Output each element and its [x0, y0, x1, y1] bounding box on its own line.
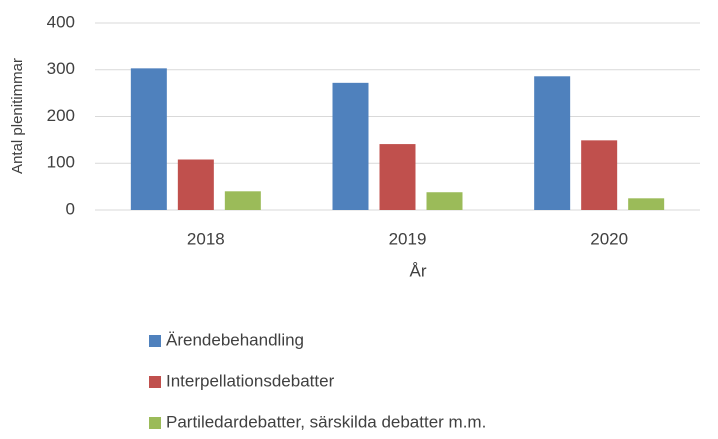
legend-label: Partiledardebatter, särskilda debatter m…: [166, 412, 486, 431]
x-axis-label: År: [410, 261, 427, 280]
legend-swatch: [149, 376, 161, 388]
legend-swatch: [149, 335, 161, 347]
x-tick-label: 2019: [389, 229, 427, 248]
legend-label: Interpellationsdebatter: [166, 371, 335, 390]
bar: [426, 192, 463, 210]
bar: [177, 159, 214, 210]
bar: [534, 76, 571, 210]
bar: [332, 82, 369, 210]
x-tick-label: 2020: [590, 229, 628, 248]
bar: [581, 140, 618, 210]
y-tick-label: 200: [47, 106, 75, 125]
bar: [628, 198, 665, 210]
y-tick-label: 400: [47, 12, 75, 31]
y-axis-label: Antal plenitimmar: [9, 58, 26, 174]
y-tick-label: 300: [47, 59, 75, 78]
y-tick-label: 100: [47, 153, 75, 172]
legend-label: Ärendebehandling: [166, 330, 304, 349]
bar: [224, 191, 261, 210]
bar: [130, 68, 167, 210]
bar: [379, 144, 416, 210]
legend-swatch: [149, 417, 161, 429]
y-tick-label: 0: [66, 199, 75, 218]
x-tick-label: 2018: [187, 229, 225, 248]
